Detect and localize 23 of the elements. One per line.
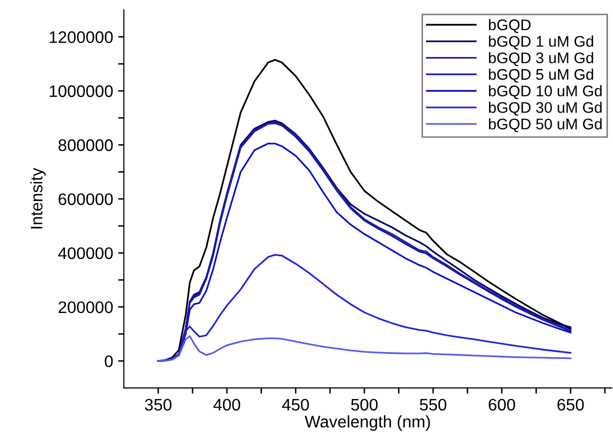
x-tick-label: 550 [420,398,446,411]
y-tick-label: 0 [104,355,113,368]
y-tick-label: 800000 [58,139,113,152]
legend-label: bGQD 50 uM Gd [488,118,602,132]
legend-label: bGQD 5 uM Gd [488,68,594,83]
x-tick-label: 650 [557,398,584,411]
y-tick-label: 600000 [58,193,113,206]
legend-label: bGQD 3 uM Gd [488,52,594,66]
y-axis-title: Intensity [30,168,46,228]
legend-label: bGQD 10 uM Gd [488,85,602,100]
y-tick-label: 200000 [58,301,113,314]
x-tick-label: 450 [282,398,309,411]
y-tick-label: 1200000 [50,31,113,44]
legend-label: bGQD 30 uM Gd [488,102,602,116]
x-tick-label: 400 [213,398,240,411]
x-tick-label: 350 [144,398,172,411]
x-axis-title: Wavelength (nm) [304,415,430,431]
x-tick-label: 500 [351,398,378,411]
legend-label: bGQD [488,19,531,33]
x-tick-label: 600 [488,398,516,411]
legend-label: bGQD 1 uM Gd [488,36,594,50]
y-tick-label: 400000 [58,247,113,260]
y-tick-label: 1000000 [50,85,113,98]
